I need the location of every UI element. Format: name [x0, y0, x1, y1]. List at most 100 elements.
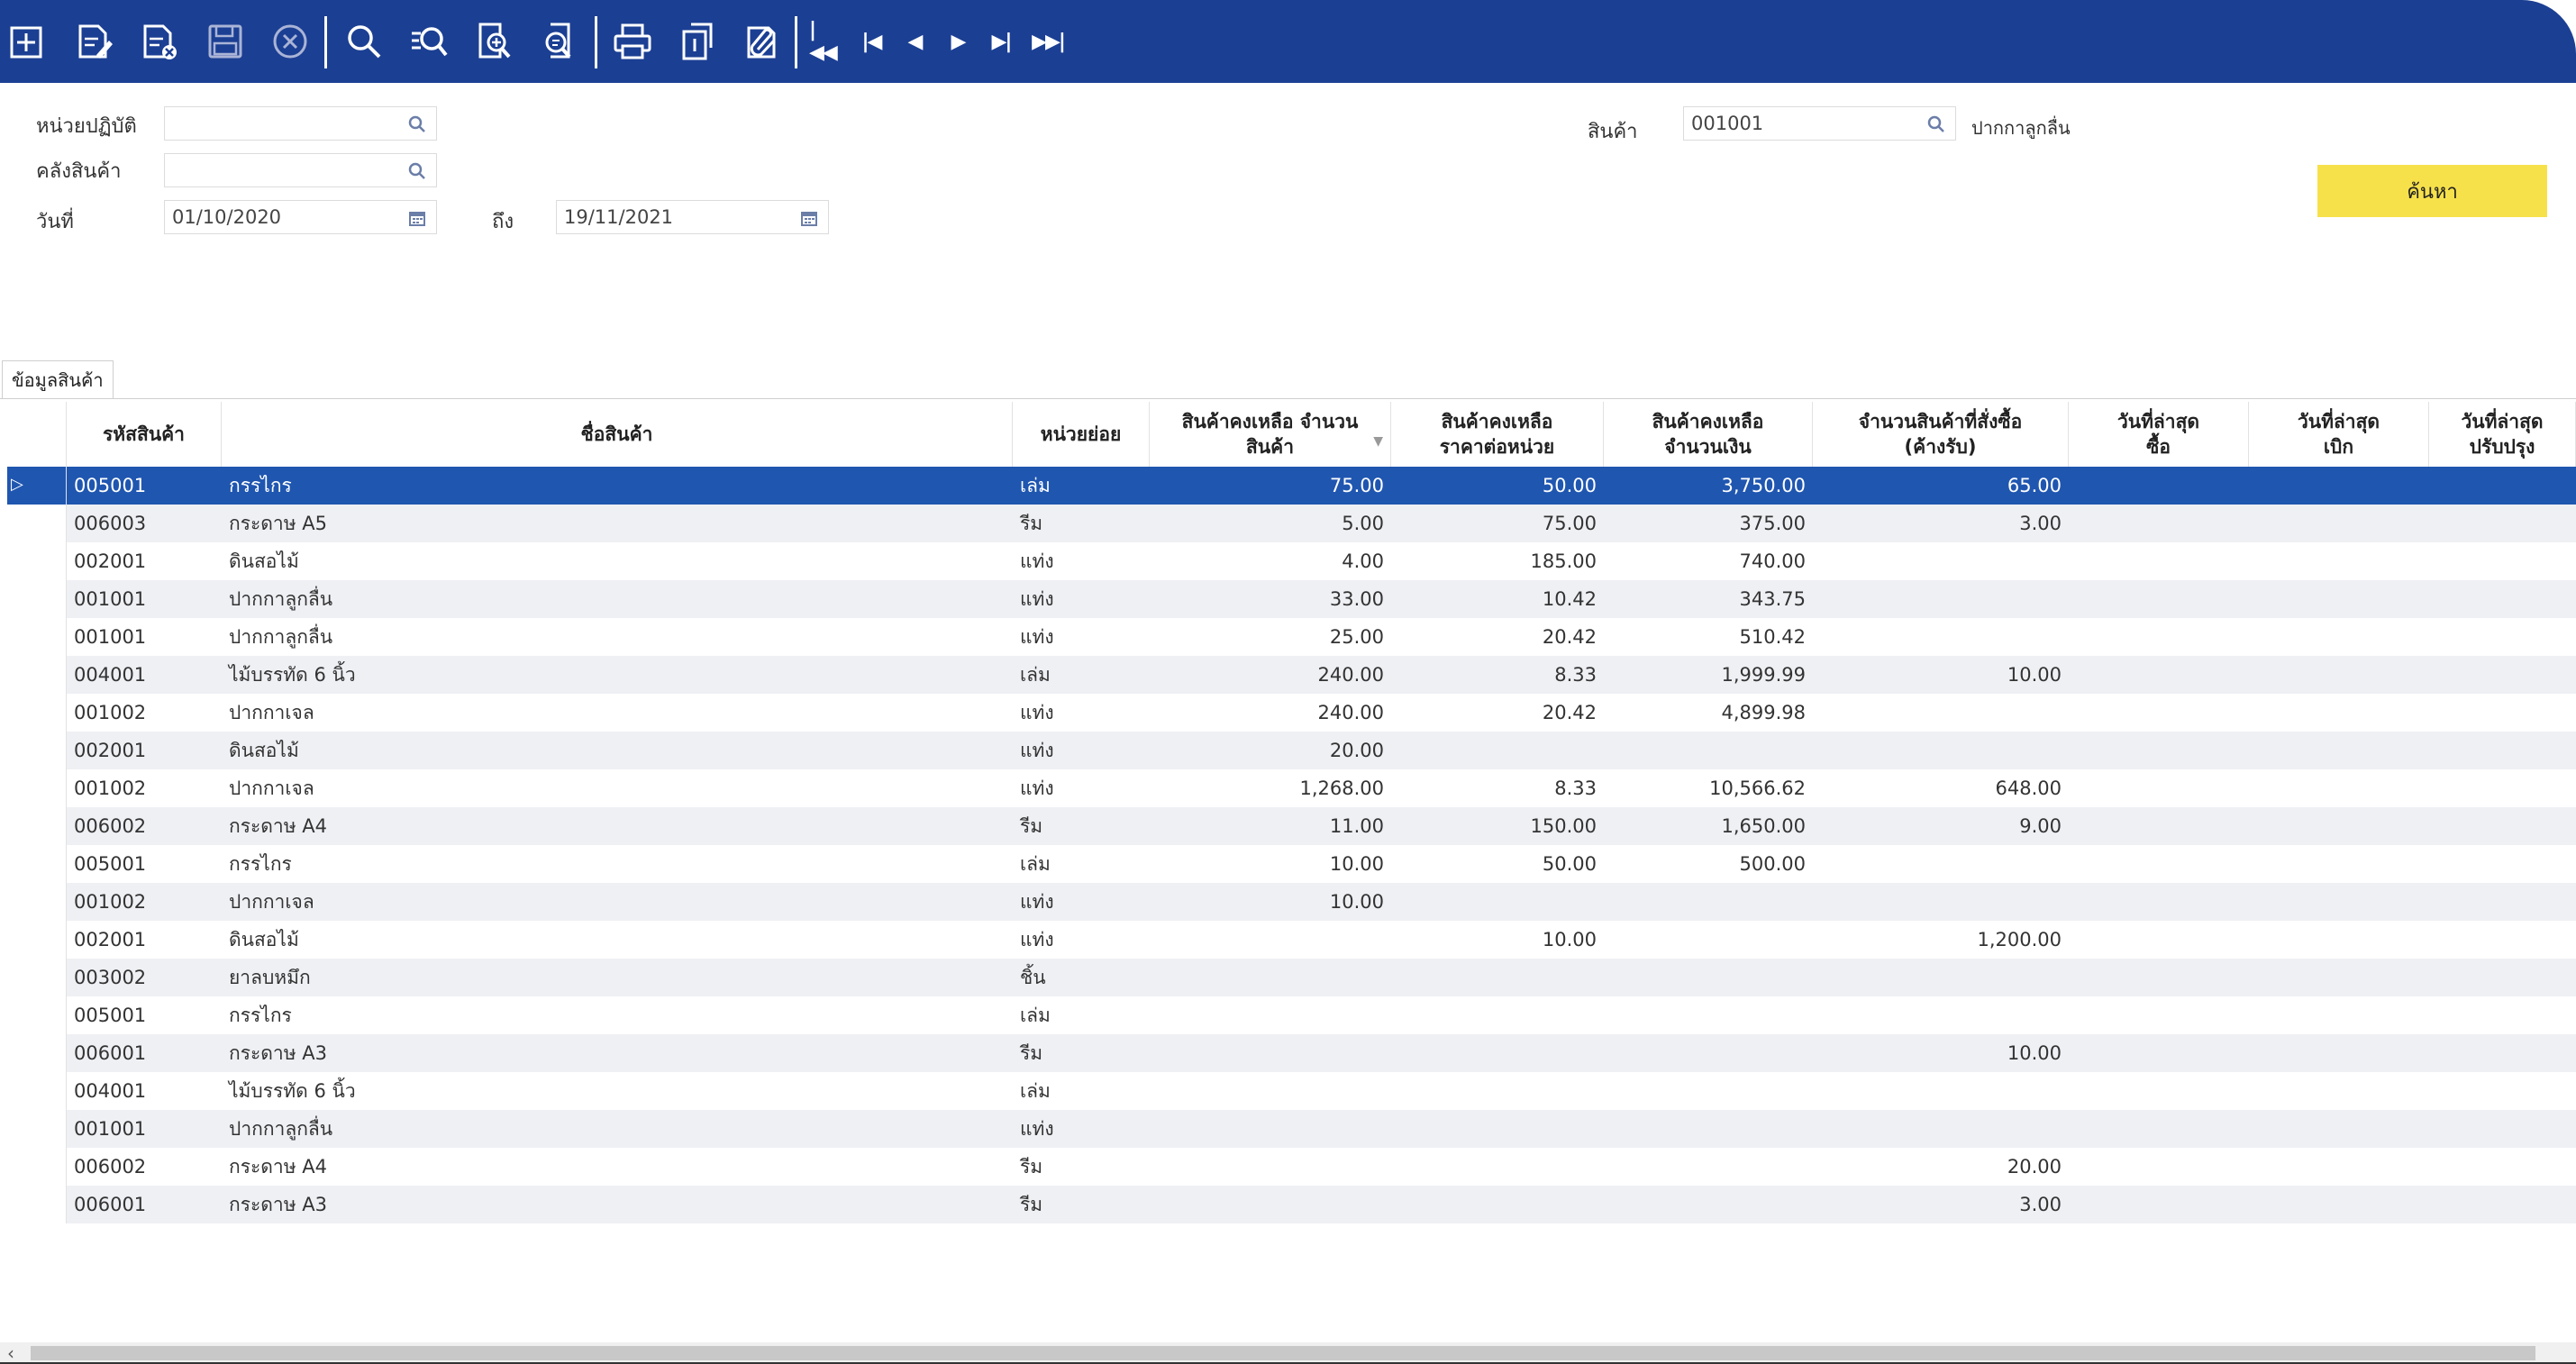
- table-row[interactable]: 001001 ปากกาลูกลื่น แท่ง: [7, 1110, 2576, 1148]
- col-header-unit[interactable]: หน่วยย่อย: [1013, 402, 1150, 467]
- scroll-left-icon[interactable]: ‹: [7, 1342, 14, 1364]
- table-row[interactable]: 002001 ดินสอไม้ แท่ง 10.00 1,200.00: [7, 921, 2576, 959]
- cell-amount: [1604, 996, 1813, 1034]
- table-row[interactable]: 006001 กระดาษ A3 รีม 10.00: [7, 1034, 2576, 1072]
- edit-icon[interactable]: [68, 16, 119, 67]
- cell-name: กระดาษ A4: [229, 1156, 327, 1178]
- table-row[interactable]: 006003 กระดาษ A5 รีม 5.00 75.00 375.00 3.00: [7, 505, 2576, 542]
- col-header-price[interactable]: สินค้าคงเหลือ ราคาต่อหน่วย: [1391, 402, 1604, 467]
- table-row[interactable]: 001001 ปากกาลูกลื่น แท่ง 25.00 20.42 510.42: [7, 618, 2576, 656]
- tab-product-info[interactable]: ข้อมูลสินค้า: [2, 360, 114, 399]
- date-from-field[interactable]: [164, 200, 437, 234]
- search-doc-icon[interactable]: [533, 16, 584, 67]
- table-row[interactable]: 006001 กระดาษ A3 รีม 3.00: [7, 1186, 2576, 1223]
- cancel-icon[interactable]: [265, 16, 315, 67]
- toolbar: |◀◀ |◀ ◀ ▶ ▶| ▶▶|: [0, 0, 2576, 83]
- add-icon[interactable]: [2, 16, 52, 67]
- cell-code: 002001: [74, 550, 147, 572]
- warehouse-input[interactable]: [172, 154, 398, 186]
- col-header-last-buy[interactable]: วันที่ล่าสุด ซื้อ: [2069, 402, 2249, 467]
- table-row[interactable]: 004001 ไม้บรรทัด 6 นิ้ว เล่ม 240.00 8.33 1,99…: [7, 656, 2576, 694]
- row-header[interactable]: [7, 921, 67, 959]
- table-row[interactable]: 002001 ดินสอไม้ แท่ง 20.00: [7, 732, 2576, 769]
- last-record-button[interactable]: ▶▶|: [1032, 30, 1066, 53]
- table-row[interactable]: 001002 ปากกาเจล แท่ง 240.00 20.42 4,899.98: [7, 694, 2576, 732]
- unit-input[interactable]: [172, 107, 398, 140]
- date-from-input[interactable]: [172, 201, 398, 233]
- table-row[interactable]: 006002 กระดาษ A4 รีม 20.00: [7, 1148, 2576, 1186]
- table-row[interactable]: 005001 กรรไกร เล่ม 10.00 50.00 500.00: [7, 845, 2576, 883]
- cell-ordered: [1813, 580, 2069, 618]
- calendar-icon[interactable]: [407, 208, 427, 228]
- search-button[interactable]: ค้นหา: [2317, 165, 2547, 217]
- col-header-code[interactable]: รหัสสินค้า: [67, 402, 222, 467]
- table-row[interactable]: 004001 ไม้บรรทัด 6 นิ้ว เล่ม: [7, 1072, 2576, 1110]
- col-header-last-adjust[interactable]: วันที่ล่าสุด ปรับปรุง: [2429, 402, 2576, 467]
- product-code-input[interactable]: [1691, 107, 1917, 140]
- col-header-last-withdraw[interactable]: วันที่ล่าสุด เบิก: [2249, 402, 2429, 467]
- row-header[interactable]: [7, 883, 67, 921]
- search-icon[interactable]: [407, 114, 427, 134]
- search-icon[interactable]: [407, 161, 427, 181]
- row-header[interactable]: [7, 656, 67, 694]
- cell-qty: [1150, 959, 1391, 996]
- table-row[interactable]: ▷ 005001 กรรไกร เล่ม 75.00 50.00 3,750.00 65.00: [7, 467, 2576, 505]
- row-header[interactable]: [7, 996, 67, 1034]
- cell-name: ไม้บรรทัด 6 นิ้ว: [229, 1080, 356, 1102]
- warehouse-field[interactable]: [164, 153, 437, 187]
- row-header[interactable]: [7, 845, 67, 883]
- next-record-button[interactable]: ▶: [951, 30, 967, 53]
- date-to-field[interactable]: [556, 200, 829, 234]
- col-header-qty[interactable]: สินค้าคงเหลือ จำนวนสินค้า ▼: [1150, 402, 1391, 467]
- cell-unit: ชิ้น: [1020, 967, 1046, 988]
- horizontal-scrollbar[interactable]: ‹: [0, 1342, 2576, 1364]
- product-field[interactable]: [1683, 106, 1956, 141]
- cell-amount: 343.75: [1739, 588, 1806, 610]
- row-header[interactable]: [7, 732, 67, 769]
- row-header[interactable]: [7, 580, 67, 618]
- delete-icon[interactable]: [133, 16, 184, 67]
- row-header[interactable]: [7, 1186, 67, 1223]
- row-header[interactable]: [7, 694, 67, 732]
- table-row[interactable]: 005001 กรรไกร เล่ม: [7, 996, 2576, 1034]
- cell-ordered: 1,200.00: [1977, 929, 2062, 950]
- scrollbar-thumb[interactable]: [31, 1346, 2535, 1360]
- col-header-amount[interactable]: สินค้าคงเหลือ จำนวนเงิน: [1604, 402, 1813, 467]
- cell-amount: 375.00: [1739, 513, 1806, 534]
- table-row[interactable]: 001002 ปากกาเจล แท่ง 1,268.00 8.33 10,566.62 6…: [7, 769, 2576, 807]
- row-header[interactable]: [7, 1110, 67, 1148]
- first-record-button[interactable]: |◀◀: [809, 19, 838, 64]
- cell-name: ดินสอไม้: [229, 550, 299, 572]
- row-header[interactable]: [7, 542, 67, 580]
- search-icon[interactable]: [339, 16, 389, 67]
- row-header[interactable]: ▷: [7, 467, 67, 505]
- attach-icon[interactable]: [737, 16, 787, 67]
- row-header[interactable]: [7, 1148, 67, 1186]
- table-row[interactable]: 003002 ยาลบหมึก ชิ้น: [7, 959, 2576, 996]
- copy-icon[interactable]: [672, 16, 723, 67]
- date-to-input[interactable]: [564, 201, 790, 233]
- table-row[interactable]: 002001 ดินสอไม้ แท่ง 4.00 185.00 740.00: [7, 542, 2576, 580]
- print-icon[interactable]: [607, 16, 658, 67]
- col-header-ordered[interactable]: จำนวนสินค้าที่สั่งซื้อ (ค้างรับ): [1813, 402, 2069, 467]
- row-header[interactable]: [7, 618, 67, 656]
- col-header-name[interactable]: ชื่อสินค้า: [222, 402, 1013, 467]
- zoom-in-doc-icon[interactable]: [469, 16, 519, 67]
- previous-page-button[interactable]: |◀: [861, 30, 883, 53]
- next-page-button[interactable]: ▶|: [991, 30, 1013, 53]
- row-header[interactable]: [7, 769, 67, 807]
- row-header[interactable]: [7, 1072, 67, 1110]
- row-header[interactable]: [7, 807, 67, 845]
- search-icon[interactable]: [1926, 114, 1946, 134]
- unit-field[interactable]: [164, 106, 437, 141]
- previous-record-button[interactable]: ◀: [907, 30, 924, 53]
- calendar-icon[interactable]: [799, 208, 819, 228]
- table-row[interactable]: 006002 กระดาษ A4 รีม 11.00 150.00 1,650.00 9.0…: [7, 807, 2576, 845]
- search-list-icon[interactable]: [404, 16, 454, 67]
- row-header[interactable]: [7, 505, 67, 542]
- table-row[interactable]: 001001 ปากกาลูกลื่น แท่ง 33.00 10.42 343.75: [7, 580, 2576, 618]
- row-header[interactable]: [7, 1034, 67, 1072]
- row-header[interactable]: [7, 959, 67, 996]
- save-icon[interactable]: [200, 16, 250, 67]
- table-row[interactable]: 001002 ปากกาเจล แท่ง 10.00: [7, 883, 2576, 921]
